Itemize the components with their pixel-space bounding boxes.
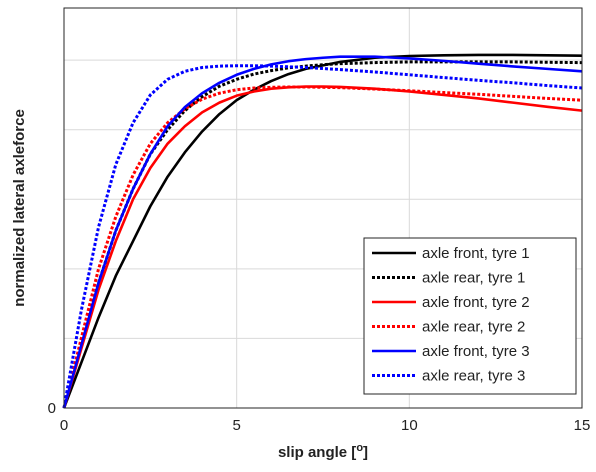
legend-label-2: axle rear, tyre 1: [422, 270, 525, 287]
series-line-1: [62, 53, 583, 409]
legend-label-4: axle rear, tyre 2: [422, 319, 525, 336]
tick-labels: 0 5 10 15 0: [48, 400, 591, 434]
x-tick-label: 10: [401, 417, 418, 434]
y-axis-label: normalized lateral axleforce: [11, 109, 28, 307]
x-axis-label: slip angle [o]: [278, 442, 368, 461]
legend-label-5: axle front, tyre 3: [422, 343, 530, 360]
series-line-3: [62, 85, 583, 409]
series-group: [62, 53, 583, 409]
y-tick-label: 0: [48, 400, 56, 417]
series-line-4: [62, 85, 583, 409]
x-tick-label: 0: [60, 417, 68, 434]
legend-box: [363, 237, 577, 395]
x-tick-label: 15: [574, 417, 591, 434]
legend-label-1: axle front, tyre 1: [422, 245, 530, 262]
x-tick-label: 5: [232, 417, 240, 434]
legend-label-6: axle rear, tyre 3: [422, 368, 525, 385]
legend-label-3: axle front, tyre 2: [422, 294, 530, 311]
legend: axle front, tyre 1 axle rear, tyre 1 axle …: [363, 237, 577, 395]
series-line-6: [62, 64, 583, 409]
axes-box: [63, 7, 583, 409]
